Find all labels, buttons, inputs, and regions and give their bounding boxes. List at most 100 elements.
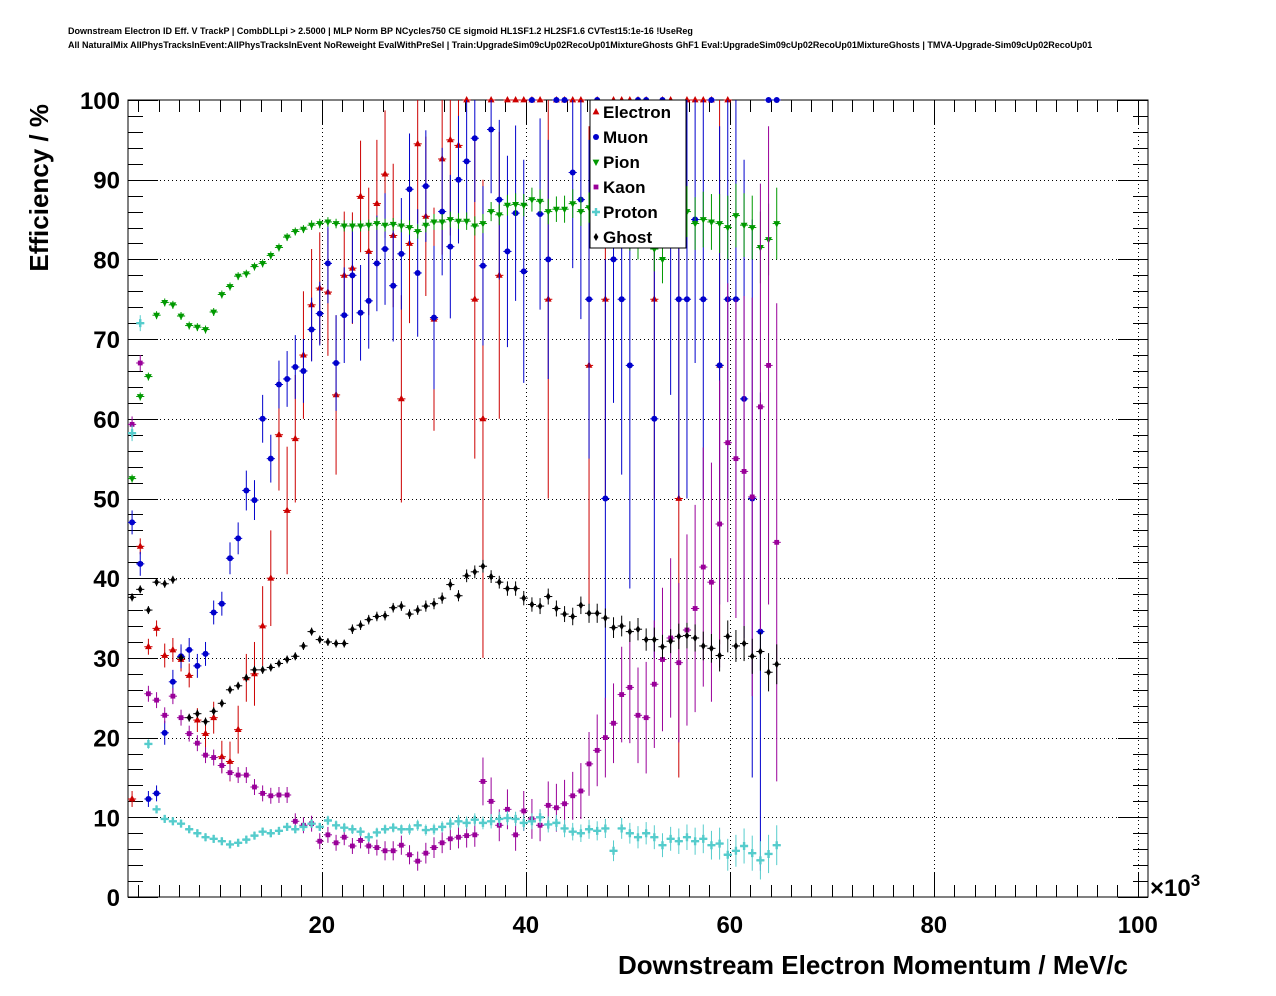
marker [544,209,552,216]
legend-label: Pion [603,153,640,172]
legend-marker [592,159,600,166]
data-point-ghost [128,593,137,602]
marker [619,622,625,631]
marker [520,268,527,275]
data-point-proton [364,832,373,843]
marker [219,699,225,708]
marker [315,822,324,831]
marker [578,788,584,794]
marker [129,421,135,427]
x-axis-multiplier-exponent: 3 [1191,871,1200,890]
marker [740,841,749,850]
legend-label: Proton [603,203,658,222]
data-point-pion [225,282,235,291]
data-point-proton [527,813,536,830]
data-point-pion [527,187,536,212]
data-point-ghost [421,600,430,612]
data-point-proton [168,817,177,826]
marker [317,838,323,844]
data-point-pion [536,189,545,214]
marker [536,96,544,103]
marker [169,645,177,653]
marker [766,668,771,677]
marker [356,827,365,836]
legend-marker [592,208,600,216]
data-point-ghost [682,622,692,649]
y-tick-label: 20 [93,726,120,753]
data-point-ghost [723,620,732,653]
data-point-ghost [242,673,251,682]
data-point-ghost [527,597,536,612]
marker [128,429,137,438]
data-point-muon [160,720,169,745]
marker [545,802,551,808]
data-point-kaon [593,714,602,787]
marker [251,264,258,271]
marker [570,612,576,621]
data-point-muon [242,470,251,511]
marker [675,296,682,303]
marker [733,641,739,650]
marker [568,827,577,836]
marker [201,833,210,842]
data-point-pion [291,227,300,236]
data-point-ghost [225,685,235,694]
data-point-ghost [511,581,520,596]
marker [748,849,757,858]
data-point-kaon [625,631,634,744]
data-point-proton [348,824,357,835]
data-point-pion [250,262,259,271]
data-point-electron [234,705,243,754]
data-point-kaon [217,757,226,774]
marker [340,223,348,230]
marker [145,795,152,802]
marker [609,846,618,855]
data-point-kaon [740,296,749,647]
marker [479,221,487,228]
marker [218,292,226,299]
marker [741,469,747,474]
data-point-muon [519,159,528,383]
data-point-ghost [772,644,781,685]
data-point-kaon [209,749,218,766]
marker [350,625,355,634]
marker [758,647,763,656]
data-point-kaon [576,763,585,819]
marker [333,840,339,846]
data-point-pion [519,194,528,217]
marker [291,434,299,442]
data-point-pion [544,198,553,225]
x-axis-multiplier: ×103 [1150,871,1200,902]
data-point-pion [168,300,177,309]
marker [325,637,331,646]
data-point-ghost [136,585,145,594]
marker [357,223,364,230]
data-point-ghost [568,607,577,626]
data-point-pion [193,323,202,332]
marker [185,825,194,834]
data-point-proton [176,819,186,828]
marker [382,246,389,253]
chart-header-line-1: Downstream Electron ID Eff. V TrackP | C… [68,26,693,36]
marker [725,632,731,641]
marker [242,271,250,278]
marker [601,824,610,833]
data-point-proton [560,819,569,838]
marker [642,829,651,838]
data-point-muon [601,259,610,738]
marker [332,821,341,830]
data-point-kaon [715,380,724,668]
data-point-electron [511,96,520,103]
marker [537,602,543,611]
marker [504,248,511,255]
marker [423,850,429,856]
data-point-muon [217,591,226,616]
data-point-ghost [487,570,496,583]
marker [618,296,625,303]
marker [463,96,471,103]
marker [397,394,405,402]
data-point-ghost [560,606,569,623]
marker [186,646,193,653]
marker [521,594,527,603]
marker [643,635,649,644]
